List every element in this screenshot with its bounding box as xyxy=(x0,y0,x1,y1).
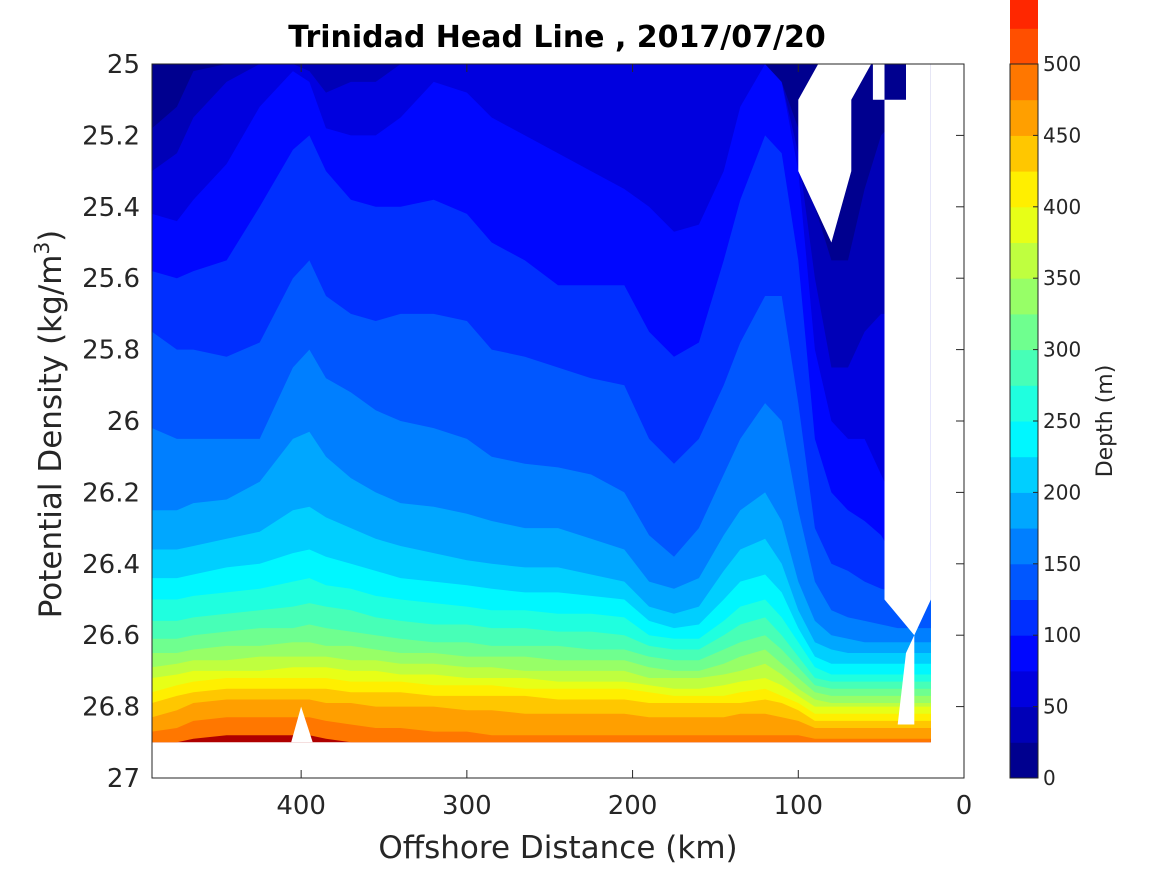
plot-area: 400 300 200 100 0 25 25.2 25.4 25.6 25.8 26 26.2 26… xyxy=(82,50,972,821)
colorbar-swatch xyxy=(1010,171,1038,208)
colorbar-swatches xyxy=(1010,0,1038,779)
colorbar-tick-label: 350 xyxy=(1043,266,1081,290)
colorbar-swatch xyxy=(1010,492,1038,529)
colorbar-swatch xyxy=(1010,670,1038,708)
colorbar-swatch xyxy=(1010,99,1038,136)
y-tick-label: 26.2 xyxy=(82,478,140,508)
contour-band xyxy=(152,64,931,582)
x-axis-ticks: 400 300 200 100 0 xyxy=(276,64,972,821)
colorbar-swatch xyxy=(1010,206,1038,243)
colorbar-swatch xyxy=(1010,528,1038,565)
x-tick-label: 400 xyxy=(276,791,326,821)
missing-data-gap xyxy=(872,64,931,725)
colorbar-swatch xyxy=(1010,563,1038,600)
colorbar-tick-label: 200 xyxy=(1043,480,1081,504)
y-axis-label-close: ) xyxy=(33,230,69,242)
colorbar-swatch xyxy=(1010,706,1038,743)
colorbar-swatch xyxy=(1010,385,1038,422)
y-tick-label: 26.8 xyxy=(82,693,140,723)
colorbar-swatch xyxy=(1010,635,1038,672)
colorbar-swatch xyxy=(1010,0,1038,29)
colorbar-tick-label: 300 xyxy=(1043,338,1081,362)
y-axis-label: Potential Density (kg/m3) xyxy=(30,230,69,619)
x-axis-label: Offshore Distance (km) xyxy=(378,830,737,866)
y-tick-label: 25.2 xyxy=(82,121,140,151)
y-tick-label: 26.6 xyxy=(82,621,140,651)
colorbar-swatch xyxy=(1010,421,1038,458)
colorbar-tick-label: 50 xyxy=(1043,695,1068,719)
colorbar-tick-label: 450 xyxy=(1043,123,1081,147)
colorbar-swatch xyxy=(1010,28,1038,65)
colorbar-tick-label: 400 xyxy=(1043,195,1081,219)
y-tick-label: 26 xyxy=(107,407,140,437)
missing-data-gap xyxy=(798,64,872,243)
x-tick-label: 0 xyxy=(956,791,973,821)
x-tick-label: 200 xyxy=(608,791,658,821)
chart-title: Trinidad Head Line , 2017/07/20 xyxy=(288,20,825,55)
colorbar-swatch xyxy=(1010,349,1038,386)
y-tick-label: 25 xyxy=(107,50,140,80)
colorbar-tick-label: 100 xyxy=(1043,623,1081,647)
missing-data-gap xyxy=(291,706,313,743)
missing-data-gaps xyxy=(291,64,931,743)
contour-fills xyxy=(152,64,931,743)
y-tick-label: 26.4 xyxy=(82,550,140,580)
colorbar-swatch xyxy=(1010,742,1038,779)
y-tick-label: 25.4 xyxy=(82,193,140,223)
y-tick-label: 25.8 xyxy=(82,336,140,366)
colorbar-swatch xyxy=(1010,456,1038,493)
colorbar-swatch xyxy=(1010,242,1038,279)
colorbar-ticks: 0 50 100 150 200 250 300 350 400 450 500 xyxy=(1033,52,1081,790)
colorbar: 0 50 100 150 200 250 300 350 400 450 500 Depth (m) xyxy=(1009,0,1118,790)
colorbar-swatch xyxy=(1010,599,1038,636)
y-tick-label: 27 xyxy=(107,764,140,794)
colorbar-swatch xyxy=(1010,278,1038,315)
x-tick-label: 300 xyxy=(442,791,492,821)
colorbar-swatch xyxy=(1010,64,1038,101)
colorbar-swatch xyxy=(1010,135,1038,172)
y-axis-label-superscript: 3 xyxy=(30,242,54,255)
y-axis-ticks: 25 25.2 25.4 25.6 25.8 26 26.2 26.4 26.6 26.8 27 xyxy=(82,50,964,794)
colorbar-tick-label: 250 xyxy=(1043,409,1081,433)
colorbar-label: Depth (m) xyxy=(1093,365,1118,478)
colorbar-tick-label: 0 xyxy=(1043,766,1056,790)
y-tick-label: 25.6 xyxy=(82,264,140,294)
colorbar-tick-label: 150 xyxy=(1043,552,1081,576)
y-axis-label-main: Potential Density (kg/m xyxy=(33,255,69,619)
colorbar-tick-label: 500 xyxy=(1043,52,1081,76)
colorbar-swatch xyxy=(1010,313,1038,351)
x-tick-label: 100 xyxy=(773,791,823,821)
